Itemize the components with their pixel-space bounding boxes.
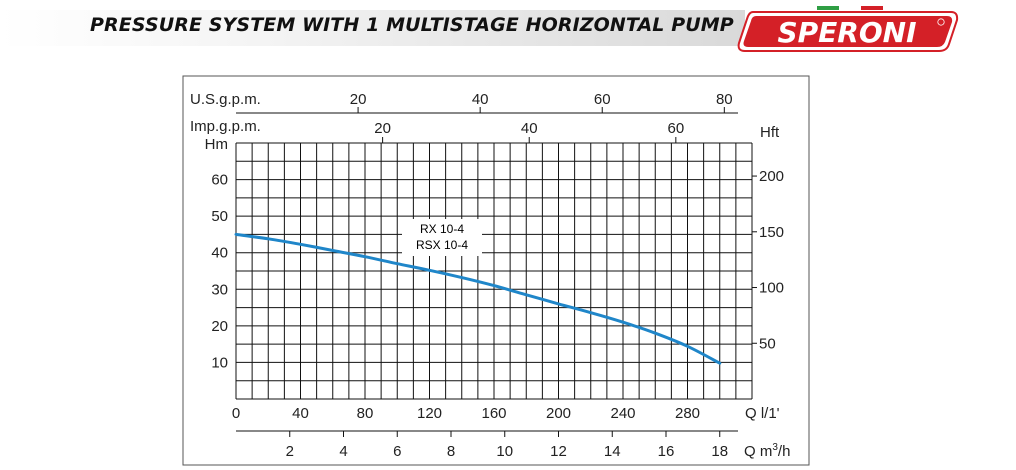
y-tick-label: 20 xyxy=(211,318,228,335)
impgpm-tick-label: 60 xyxy=(667,120,684,137)
x-tick-label: 240 xyxy=(610,405,635,422)
x-tick-label: 160 xyxy=(481,405,506,422)
x-axis-label: Q l/1' xyxy=(745,405,780,422)
right-tick-label: 100 xyxy=(759,280,784,297)
m3h-tick-label: 10 xyxy=(496,443,513,460)
y-axis-label: Hm xyxy=(205,136,228,153)
m3h-tick-label: 18 xyxy=(711,443,728,460)
right-tick-label: 200 xyxy=(759,168,784,185)
usgpm-tick-label: 40 xyxy=(472,91,489,108)
m3h-tick-label: 16 xyxy=(658,443,675,460)
right-tick-label: 50 xyxy=(759,335,776,352)
usgpm-axis-label: U.S.g.p.m. xyxy=(190,91,261,108)
y-tick-label: 30 xyxy=(211,281,228,298)
impgpm-axis-label: Imp.g.p.m. xyxy=(190,118,261,135)
usgpm-tick-label: 60 xyxy=(594,91,611,108)
curve-label-line: RX 10-4 xyxy=(420,222,464,236)
m3h-tick-label: 14 xyxy=(604,443,621,460)
logo-body xyxy=(743,16,953,47)
chart-grid xyxy=(235,142,753,400)
chart-labels: 10 20 30 40 50 60 Hm 50 100 150 200 Hft 0 40 80 120 160 2… xyxy=(190,91,790,460)
x-tick-label: 280 xyxy=(675,405,700,422)
chart-curves: RX 10-4 RSX 10-4 xyxy=(234,219,722,365)
curve-label-line: RSX 10-4 xyxy=(416,238,468,252)
x-tick-label: 120 xyxy=(417,405,442,422)
flag-stripe-red xyxy=(861,6,883,10)
m3h-axis-label: Q m3/h xyxy=(744,442,790,460)
m3h-tick-label: 6 xyxy=(393,443,401,460)
title-band xyxy=(0,10,745,46)
usgpm-tick-label: 80 xyxy=(716,91,733,108)
page-title: PRESSURE SYSTEM WITH 1 MULTISTAGE HORIZO… xyxy=(90,14,734,36)
m3h-tick-label: 4 xyxy=(339,443,347,460)
usgpm-tick-label: 20 xyxy=(350,91,367,108)
x-tick-label: 200 xyxy=(546,405,571,422)
performance-curve xyxy=(234,232,722,365)
chart-frame xyxy=(182,75,810,466)
y-tick-label: 40 xyxy=(211,245,228,262)
flag-stripe-white xyxy=(839,6,861,10)
right-axis-label: Hft xyxy=(760,124,780,141)
curve-label-box xyxy=(402,219,482,256)
right-tick-label: 150 xyxy=(759,224,784,241)
logo-wordmark: SPERONI xyxy=(777,16,916,49)
m3h-tick-label: 8 xyxy=(447,443,455,460)
x-tick-label: 40 xyxy=(292,405,309,422)
x-tick-label: 80 xyxy=(357,405,374,422)
speroni-logo: SPERONI xyxy=(737,6,959,52)
x-tick-label: 0 xyxy=(232,405,240,422)
impgpm-tick-label: 40 xyxy=(521,120,538,137)
impgpm-tick-label: 20 xyxy=(374,120,391,137)
y-tick-label: 50 xyxy=(211,208,228,225)
chart-ticks xyxy=(236,107,757,437)
m3h-tick-label: 2 xyxy=(286,443,294,460)
m3h-tick-label: 12 xyxy=(550,443,567,460)
y-tick-label: 60 xyxy=(211,172,228,189)
registered-mark-icon xyxy=(937,18,945,26)
y-tick-label: 10 xyxy=(211,354,228,371)
flag-stripe-green xyxy=(817,6,839,10)
